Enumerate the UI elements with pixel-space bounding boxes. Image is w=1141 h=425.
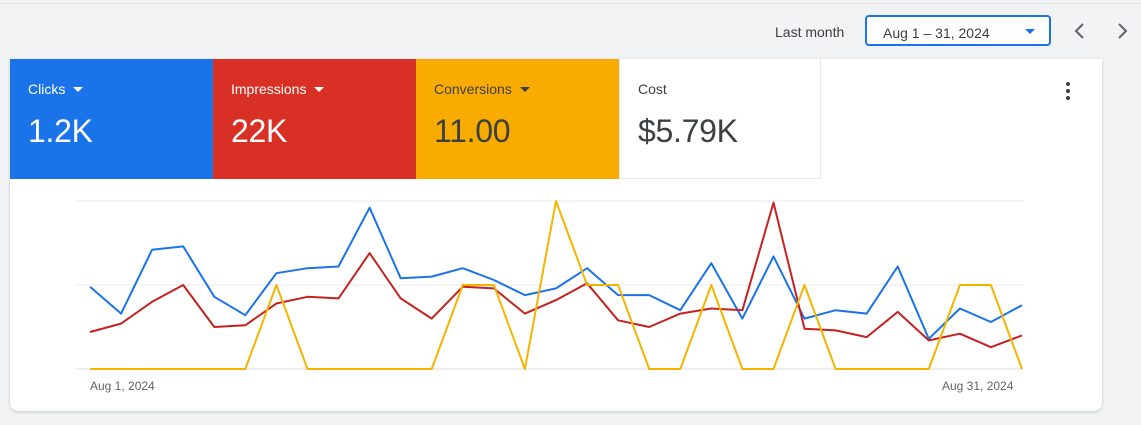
metric-value: $5.79K [638, 113, 738, 149]
dropdown-caret-icon [1025, 29, 1035, 34]
more-vertical-icon[interactable] [1060, 79, 1076, 103]
dropdown-caret-icon [314, 86, 325, 92]
date-range-select[interactable]: Aug 1 – 31, 2024 [865, 15, 1051, 46]
line-chart [76, 200, 1023, 370]
chart-series-line-2 [90, 200, 1023, 370]
x-axis-end-label: Aug 31, 2024 [942, 379, 1014, 393]
metric-value: 22K [231, 113, 288, 149]
performance-card: Clicks 1.2K Impressions 22K Conversions … [10, 59, 1102, 411]
chart-series-line-0 [89, 206, 1023, 340]
metric-value: 11.00 [434, 113, 511, 149]
metric-tile-cost[interactable]: Cost $5.79K [619, 59, 821, 179]
metric-value: 1.2K [28, 113, 93, 149]
metric-label: Impressions [231, 81, 325, 97]
chevron-right-icon[interactable] [1110, 18, 1134, 44]
date-range-value: Aug 1 – 31, 2024 [883, 25, 990, 41]
top-divider [0, 3, 1141, 4]
metric-label: Cost [638, 81, 667, 97]
metric-tile-conversions[interactable]: Conversions 11.00 [416, 59, 619, 179]
dropdown-caret-icon [73, 86, 84, 92]
x-axis-start-label: Aug 1, 2024 [90, 379, 155, 393]
metric-tile-clicks[interactable]: Clicks 1.2K [10, 59, 213, 179]
metric-label: Clicks [28, 81, 84, 97]
chart-series-line-1 [89, 201, 1023, 349]
metric-label: Conversions [434, 81, 530, 97]
chevron-left-icon[interactable] [1068, 18, 1092, 44]
dropdown-caret-icon [519, 86, 530, 92]
range-label: Last month [775, 24, 845, 40]
metric-tile-impressions[interactable]: Impressions 22K [213, 59, 416, 179]
